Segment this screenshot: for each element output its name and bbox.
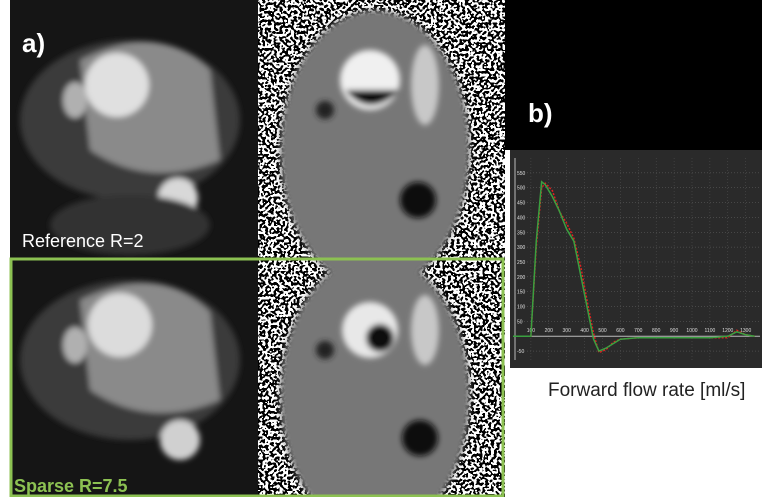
caption: Reference R=2	[22, 231, 144, 251]
x-tick-label: 1000	[686, 328, 697, 334]
x-tick-label: 500	[598, 328, 607, 334]
panel-label: a)	[22, 28, 45, 58]
y-tick-label: 300	[517, 245, 526, 251]
x-tick-label: 1100	[705, 328, 716, 334]
y-tick-label: 350	[517, 230, 526, 236]
y-tick-label: -50	[517, 349, 524, 355]
x-tick-label: 200	[545, 328, 554, 334]
x-tick-label: 1200	[722, 328, 733, 334]
figure: a) Reference R=2 Sparse R=7.5 b) -50 50 10…	[0, 0, 762, 497]
x-tick-label: 400	[580, 328, 589, 334]
y-tick-label: 150	[517, 290, 526, 296]
x-tick-label: 800	[652, 328, 661, 334]
y-tick-label: 550	[517, 171, 526, 177]
y-tick-label: 250	[517, 260, 526, 266]
y-tick-label: 400	[517, 215, 526, 221]
y-tick-label: 200	[517, 275, 526, 281]
caption: Sparse R=7.5	[14, 476, 128, 496]
y-tick-label: 100	[517, 305, 526, 311]
caption: Forward flow rate [ml/s]	[548, 378, 748, 403]
x-tick-label: 700	[634, 328, 643, 334]
y-tick-label: 450	[517, 201, 526, 207]
phase-images	[258, 0, 505, 497]
x-tick-label: 900	[670, 328, 679, 334]
panel-label: b)	[528, 98, 553, 128]
page: a) Reference R=2 Sparse R=7.5 b) -50 50 10…	[0, 0, 762, 497]
x-tick-label: 600	[616, 328, 625, 334]
y-tick-label: 500	[517, 186, 526, 192]
y-tick-label: 50	[517, 319, 523, 325]
x-tick-label: 300	[563, 328, 572, 334]
